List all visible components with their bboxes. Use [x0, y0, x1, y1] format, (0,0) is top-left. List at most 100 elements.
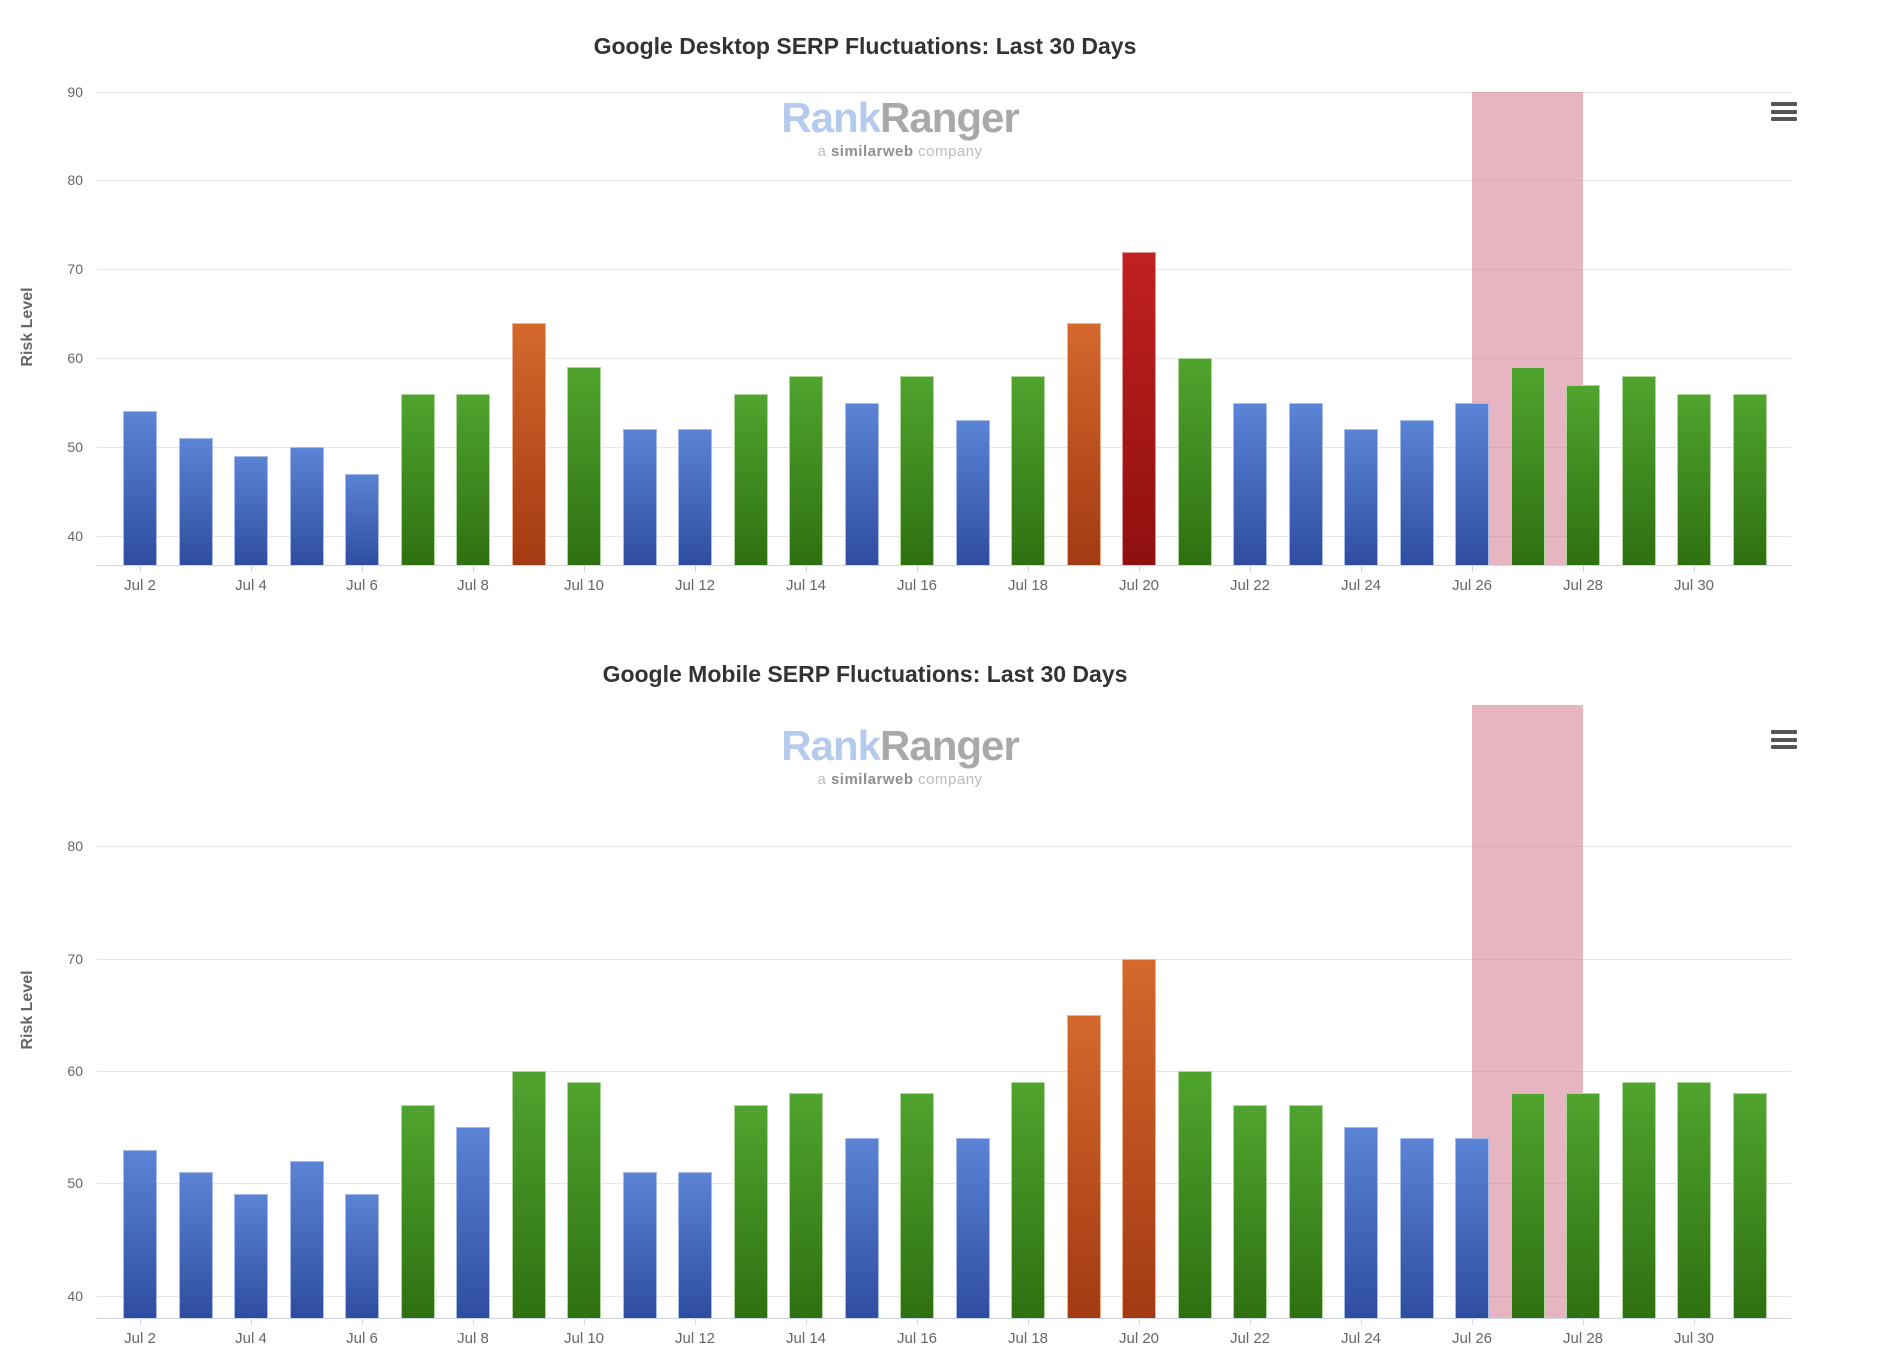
- risk-bar-Jul-11[interactable]: [622, 429, 657, 565]
- x-tick-label: Jul 24: [1340, 1330, 1382, 1347]
- x-tick-label: Jul 4: [235, 577, 267, 594]
- risk-bar-Jul-17[interactable]: [955, 1138, 990, 1318]
- risk-bar-Jul-6[interactable]: [345, 1194, 379, 1318]
- gridline-80: [97, 180, 1791, 182]
- x-tick-label: Jul 22: [1229, 1330, 1271, 1347]
- risk-bar-Jul-25[interactable]: [1399, 1138, 1434, 1318]
- x-tick-label: Jul 18: [1007, 1330, 1049, 1347]
- risk-bar-Jul-11[interactable]: [622, 1172, 657, 1318]
- risk-bar-Jul-26[interactable]: [1455, 1138, 1489, 1318]
- y-tick-label: 70: [67, 261, 83, 278]
- x-tick-mark: [806, 565, 807, 572]
- risk-bar-Jul-27[interactable]: [1510, 1093, 1545, 1318]
- risk-bar-Jul-19[interactable]: [1066, 1014, 1101, 1318]
- risk-bar-Jul-22[interactable]: [1233, 402, 1267, 565]
- y-tick-label: 70: [67, 950, 83, 967]
- x-tick-label: Jul 6: [346, 577, 378, 594]
- risk-bar-Jul-18[interactable]: [1011, 375, 1045, 565]
- risk-bar-Jul-21[interactable]: [1177, 358, 1212, 565]
- risk-bar-Jul-5[interactable]: [289, 446, 324, 565]
- risk-bar-Jul-20[interactable]: [1122, 958, 1156, 1318]
- risk-bar-Jul-29[interactable]: [1621, 1082, 1656, 1318]
- risk-bar-Jul-3[interactable]: [178, 438, 213, 565]
- x-tick-label: Jul 22: [1229, 577, 1271, 594]
- risk-bar-Jul-4[interactable]: [234, 1194, 268, 1318]
- risk-bar-Jul-21[interactable]: [1177, 1070, 1212, 1318]
- x-tick-mark: [362, 565, 363, 572]
- risk-bar-Jul-25[interactable]: [1399, 420, 1434, 565]
- risk-bar-Jul-3[interactable]: [178, 1172, 213, 1318]
- x-tick-label: Jul 18: [1007, 577, 1049, 594]
- risk-bar-Jul-28[interactable]: [1566, 1093, 1600, 1318]
- watermark-tagline: a similarweb company: [817, 143, 983, 160]
- risk-bar-Jul-10[interactable]: [567, 1082, 601, 1318]
- x-tick-mark: [1250, 565, 1251, 572]
- risk-bar-Jul-30[interactable]: [1677, 393, 1711, 565]
- risk-bar-Jul-17[interactable]: [955, 420, 990, 565]
- risk-bar-Jul-22[interactable]: [1233, 1104, 1267, 1318]
- risk-bar-Jul-24[interactable]: [1344, 429, 1378, 565]
- x-tick-mark: [695, 565, 696, 572]
- risk-bar-Jul-8[interactable]: [456, 1127, 490, 1318]
- risk-bar-Jul-15[interactable]: [844, 402, 879, 565]
- risk-bar-Jul-14[interactable]: [789, 1093, 823, 1318]
- risk-bar-Jul-7[interactable]: [400, 1104, 435, 1318]
- risk-bar-Jul-18[interactable]: [1011, 1082, 1045, 1318]
- rankranger-watermark: RankRanger a similarweb company: [781, 725, 1019, 789]
- y-axis-title: Risk Level: [19, 287, 36, 367]
- risk-bar-Jul-19[interactable]: [1066, 322, 1101, 565]
- risk-bar-Jul-5[interactable]: [289, 1160, 324, 1318]
- risk-bar-Jul-14[interactable]: [789, 375, 823, 565]
- risk-bar-Jul-12[interactable]: [678, 1172, 712, 1318]
- logo-rank-text: Rank: [781, 94, 881, 141]
- risk-bar-Jul-4[interactable]: [234, 455, 268, 565]
- x-tick-label: Jul 6: [346, 1330, 378, 1347]
- risk-bar-Jul-15[interactable]: [844, 1138, 879, 1318]
- risk-bar-Jul-9[interactable]: [511, 1070, 546, 1318]
- risk-bar-Jul-9[interactable]: [511, 322, 546, 565]
- x-tick-mark: [1583, 1318, 1584, 1325]
- x-tick-mark: [695, 1318, 696, 1325]
- y-tick-label: 40: [67, 527, 83, 544]
- x-tick-label: Jul 28: [1562, 577, 1604, 594]
- risk-bar-Jul-2[interactable]: [123, 1149, 157, 1318]
- x-tick-mark: [251, 565, 252, 572]
- x-tick-label: Jul 24: [1340, 577, 1382, 594]
- risk-bar-Jul-12[interactable]: [678, 429, 712, 565]
- risk-bar-Jul-27[interactable]: [1510, 366, 1545, 565]
- x-tick-label: Jul 12: [674, 577, 716, 594]
- risk-bar-Jul-23[interactable]: [1288, 402, 1323, 565]
- risk-bar-Jul-28[interactable]: [1566, 384, 1600, 565]
- risk-bar-Jul-8[interactable]: [456, 393, 490, 565]
- x-tick-mark: [917, 1318, 918, 1325]
- risk-bar-Jul-26[interactable]: [1455, 402, 1489, 565]
- risk-bar-Jul-13[interactable]: [733, 1104, 768, 1318]
- x-tick-label: Jul 2: [124, 1330, 156, 1347]
- x-tick-mark: [1472, 565, 1473, 572]
- rankranger-logo: RankRanger: [781, 725, 1019, 767]
- risk-bar-Jul-23[interactable]: [1288, 1104, 1323, 1318]
- x-tick-label: Jul 14: [785, 1330, 827, 1347]
- risk-bar-Jul-16[interactable]: [900, 375, 934, 565]
- risk-bar-Jul-31[interactable]: [1732, 393, 1767, 565]
- risk-bar-Jul-6[interactable]: [345, 473, 379, 565]
- risk-bar-Jul-20[interactable]: [1122, 251, 1156, 565]
- risk-bar-Jul-31[interactable]: [1732, 1093, 1767, 1318]
- gridline-40: [97, 1295, 1791, 1297]
- risk-bar-Jul-24[interactable]: [1344, 1127, 1378, 1318]
- risk-bar-Jul-10[interactable]: [567, 366, 601, 565]
- chart-context-menu-icon[interactable]: [1771, 730, 1797, 749]
- risk-bar-Jul-29[interactable]: [1621, 375, 1656, 565]
- chart-context-menu-icon[interactable]: [1771, 102, 1797, 121]
- risk-bar-Jul-2[interactable]: [123, 411, 157, 565]
- risk-bar-Jul-13[interactable]: [733, 393, 768, 565]
- risk-bar-Jul-7[interactable]: [400, 393, 435, 565]
- gridline-50: [97, 1183, 1791, 1185]
- gridline-70: [97, 958, 1791, 960]
- x-tick-label: Jul 28: [1562, 1330, 1604, 1347]
- x-tick-mark: [917, 565, 918, 572]
- x-tick-mark: [140, 565, 141, 572]
- risk-bar-Jul-16[interactable]: [900, 1093, 934, 1318]
- risk-bar-Jul-30[interactable]: [1677, 1082, 1711, 1318]
